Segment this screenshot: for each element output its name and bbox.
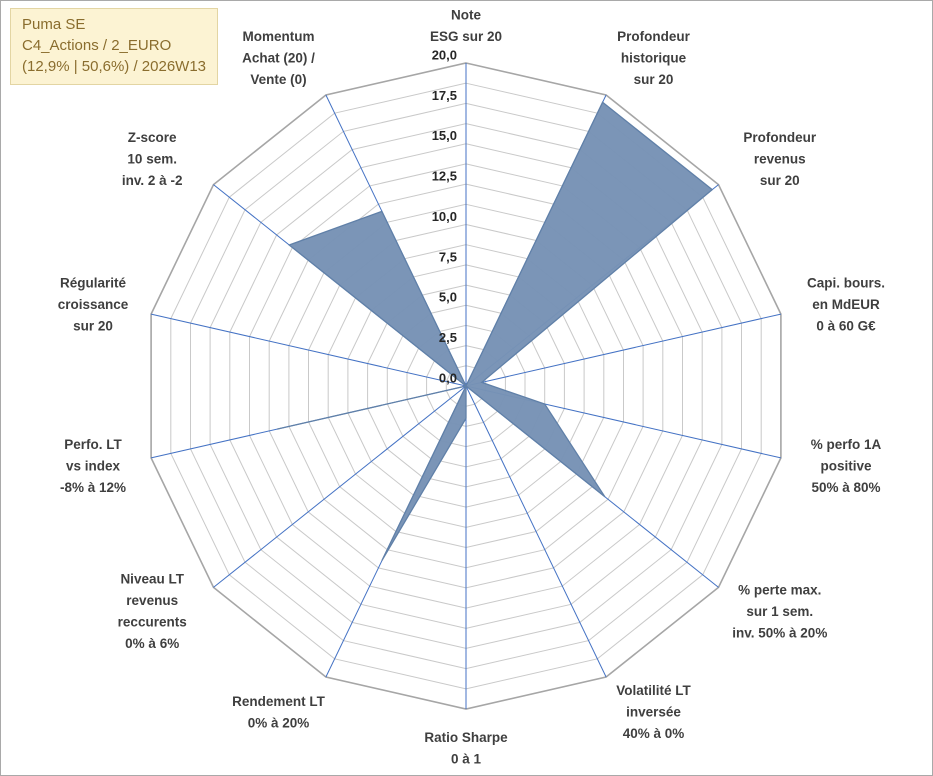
radial-tick-label: 12,5 — [432, 169, 457, 184]
score-week-label: (12,9% | 50,6%) / 2026W13 — [22, 58, 206, 75]
radial-tick-label: 10,0 — [432, 209, 457, 224]
axis-label: 10 sem. — [127, 151, 177, 166]
axis-label: inv. 50% à 20% — [732, 625, 827, 640]
axis-label: 0 à 60 G€ — [816, 318, 876, 333]
axis-label: Perfo. LT — [64, 437, 122, 452]
axis-label: sur 20 — [760, 173, 800, 188]
axis-spoke — [150, 313, 467, 387]
axis-label: % perte max. — [738, 582, 821, 597]
axis-label: 40% à 0% — [623, 726, 685, 741]
series-polygon — [276, 101, 714, 561]
axis-label: sur 20 — [634, 72, 674, 87]
axis-label: croissance — [58, 297, 129, 312]
axis-label: 0% à 6% — [125, 636, 179, 651]
axis-label: revenus — [754, 151, 806, 166]
radial-tick-label: 15,0 — [432, 128, 457, 143]
radial-tick-label: 7,5 — [439, 249, 457, 264]
radial-tick-label: 17,5 — [432, 88, 457, 103]
axis-label: Rendement LT — [232, 694, 326, 709]
axis-label: 50% à 80% — [811, 480, 880, 495]
axis-label: 0 à 1 — [451, 751, 482, 766]
radial-tick-label: 20,0 — [432, 47, 457, 62]
axis-label: reccurents — [118, 615, 187, 630]
radial-tick-label: 5,0 — [439, 290, 457, 305]
axis-label: sur 20 — [73, 318, 113, 333]
axis-label: Z-score — [128, 130, 177, 145]
axis-label: Momentum — [243, 29, 315, 44]
axis-label: -8% à 12% — [60, 480, 126, 495]
axis-label: ESG sur 20 — [430, 29, 502, 44]
axis-label: inversée — [626, 705, 681, 720]
axis-label: Note — [451, 8, 481, 23]
universe-label: C4_Actions / 2_EURO — [22, 37, 172, 54]
axis-label: Profondeur — [743, 130, 816, 145]
axis-spoke — [465, 385, 607, 678]
radial-tick-label: 0,0 — [439, 370, 457, 385]
axis-label: % perfo 1A — [811, 437, 882, 452]
axis-label: Vente (0) — [250, 72, 306, 87]
stock-name: Puma SE — [22, 16, 86, 33]
axis-label: Volatilité LT — [616, 683, 691, 698]
axis-label: Régularité — [60, 275, 127, 290]
axis-label: 0% à 20% — [248, 715, 310, 730]
axis-label: vs index — [66, 458, 121, 473]
axis-label: inv. 2 à -2 — [122, 173, 183, 188]
axis-spoke — [213, 385, 467, 588]
axis-label: sur 1 sem. — [746, 604, 813, 619]
axis-label: Achat (20) / — [242, 50, 315, 65]
axis-label: positive — [820, 458, 872, 473]
chart-info-box: Puma SE C4_Actions / 2_EURO (12,9% | 50,… — [10, 8, 218, 85]
axis-label: Profondeur — [617, 29, 690, 44]
radial-tick-label: 2,5 — [439, 330, 457, 345]
axis-label: en MdEUR — [812, 297, 880, 312]
axis-label: revenus — [126, 593, 178, 608]
axis-label: historique — [621, 50, 687, 65]
axis-label: Ratio Sharpe — [424, 730, 508, 745]
axis-label: Niveau LT — [120, 572, 184, 587]
axis-spoke — [465, 313, 782, 387]
axis-label: Capi. bours. — [807, 275, 885, 290]
